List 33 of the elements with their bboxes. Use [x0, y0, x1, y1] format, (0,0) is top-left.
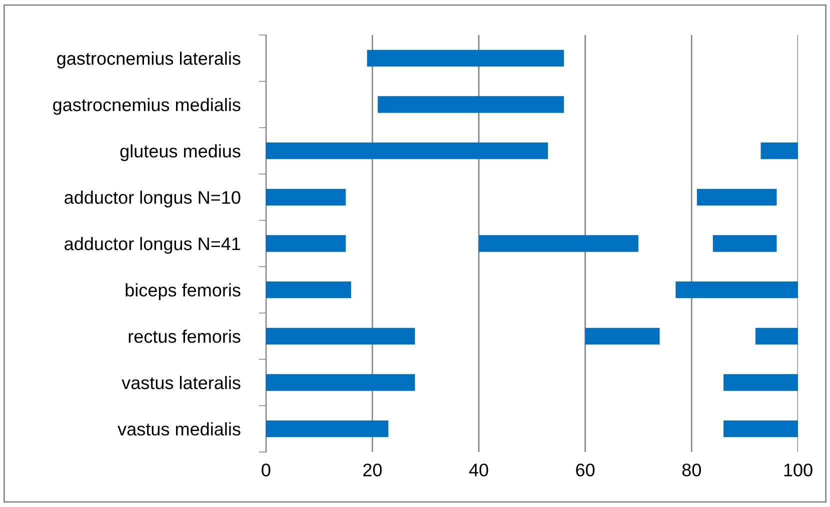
bar: [266, 281, 352, 298]
y-tick-label: adductor longus N=41: [64, 236, 240, 254]
bar: [724, 374, 798, 391]
x-tick-label: 100: [784, 464, 812, 476]
x-tick-label: 40: [469, 464, 488, 476]
y-tick-label: rectus femoris: [128, 330, 240, 343]
y-tick-label: adductor longus N=10: [64, 190, 240, 208]
bar: [266, 374, 415, 391]
bar: [266, 328, 415, 345]
bar: [676, 281, 798, 298]
y-tick-label: vastus lateralis: [122, 376, 240, 390]
bar: [266, 142, 548, 160]
x-tick-label: 60: [576, 464, 595, 476]
y-tick-label: biceps femoris: [126, 283, 240, 300]
x-tick-label: 80: [682, 464, 701, 476]
bar: [585, 328, 660, 345]
y-tick-label: gluteus medius: [120, 144, 240, 162]
x-tick-label: 20: [363, 464, 382, 476]
x-tick-label: 0: [262, 464, 270, 476]
y-tick-label: gastrocnemius medialis: [53, 98, 240, 115]
bar: [696, 188, 777, 206]
y-tick-label: vastus medialis: [118, 422, 240, 436]
bar: [266, 188, 346, 206]
bar: [760, 142, 798, 160]
bar: [378, 96, 564, 113]
bar: [755, 328, 798, 345]
bar: [478, 235, 638, 252]
bar: [266, 235, 346, 252]
bar: [266, 420, 388, 438]
bar: [367, 50, 564, 67]
bar: [712, 235, 777, 252]
y-tick-label: gastrocnemius lateralis: [57, 52, 240, 68]
bar: [724, 420, 798, 438]
